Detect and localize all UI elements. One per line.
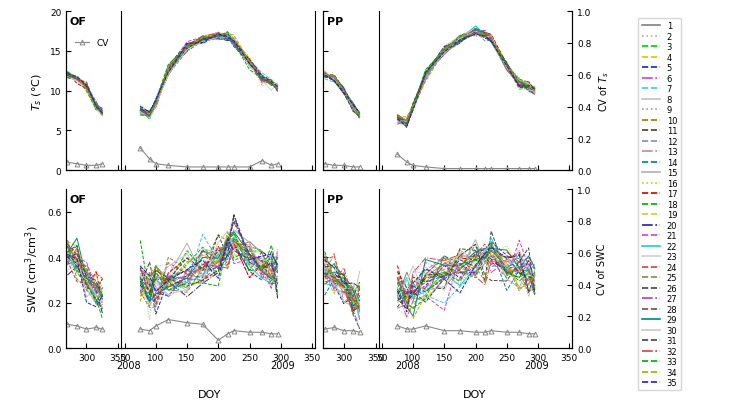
Text: 2008: 2008 xyxy=(395,360,420,371)
CV xyxy=(198,165,207,170)
CV xyxy=(273,162,282,167)
Line: CV: CV xyxy=(137,146,280,170)
Text: 2009: 2009 xyxy=(524,360,549,371)
Text: DOY: DOY xyxy=(462,389,486,399)
CV xyxy=(182,165,191,170)
Text: 2009: 2009 xyxy=(270,360,295,371)
Y-axis label: $T_s$ (°C): $T_s$ (°C) xyxy=(31,72,44,110)
Text: DOY: DOY xyxy=(198,389,221,399)
CV xyxy=(229,165,238,170)
CV xyxy=(245,165,254,170)
CV xyxy=(146,157,154,162)
Legend: CV: CV xyxy=(72,36,112,52)
Text: OF: OF xyxy=(70,17,86,27)
CV xyxy=(214,165,223,170)
CV xyxy=(151,162,160,167)
CV xyxy=(267,164,276,168)
CV xyxy=(164,164,173,168)
Text: 2008: 2008 xyxy=(116,360,141,371)
Text: PP: PP xyxy=(327,17,343,27)
Text: OF: OF xyxy=(70,194,86,205)
CV xyxy=(257,159,266,164)
Y-axis label: SWC (cm$^3$/cm$^3$): SWC (cm$^3$/cm$^3$) xyxy=(24,225,41,313)
Text: PP: PP xyxy=(327,194,343,205)
Legend: 1, 2, 3, 4, 5, 6, 7, 8, 9, 10, 11, 12, 13, 14, 15, 16, 17, 18, 19, 20, 21, 22, 2: 1, 2, 3, 4, 5, 6, 7, 8, 9, 10, 11, 12, 1… xyxy=(639,19,681,390)
CV xyxy=(136,146,145,151)
CV xyxy=(223,165,232,170)
Y-axis label: CV of SWC: CV of SWC xyxy=(597,243,607,295)
Y-axis label: CV of $T_s$: CV of $T_s$ xyxy=(597,71,611,112)
